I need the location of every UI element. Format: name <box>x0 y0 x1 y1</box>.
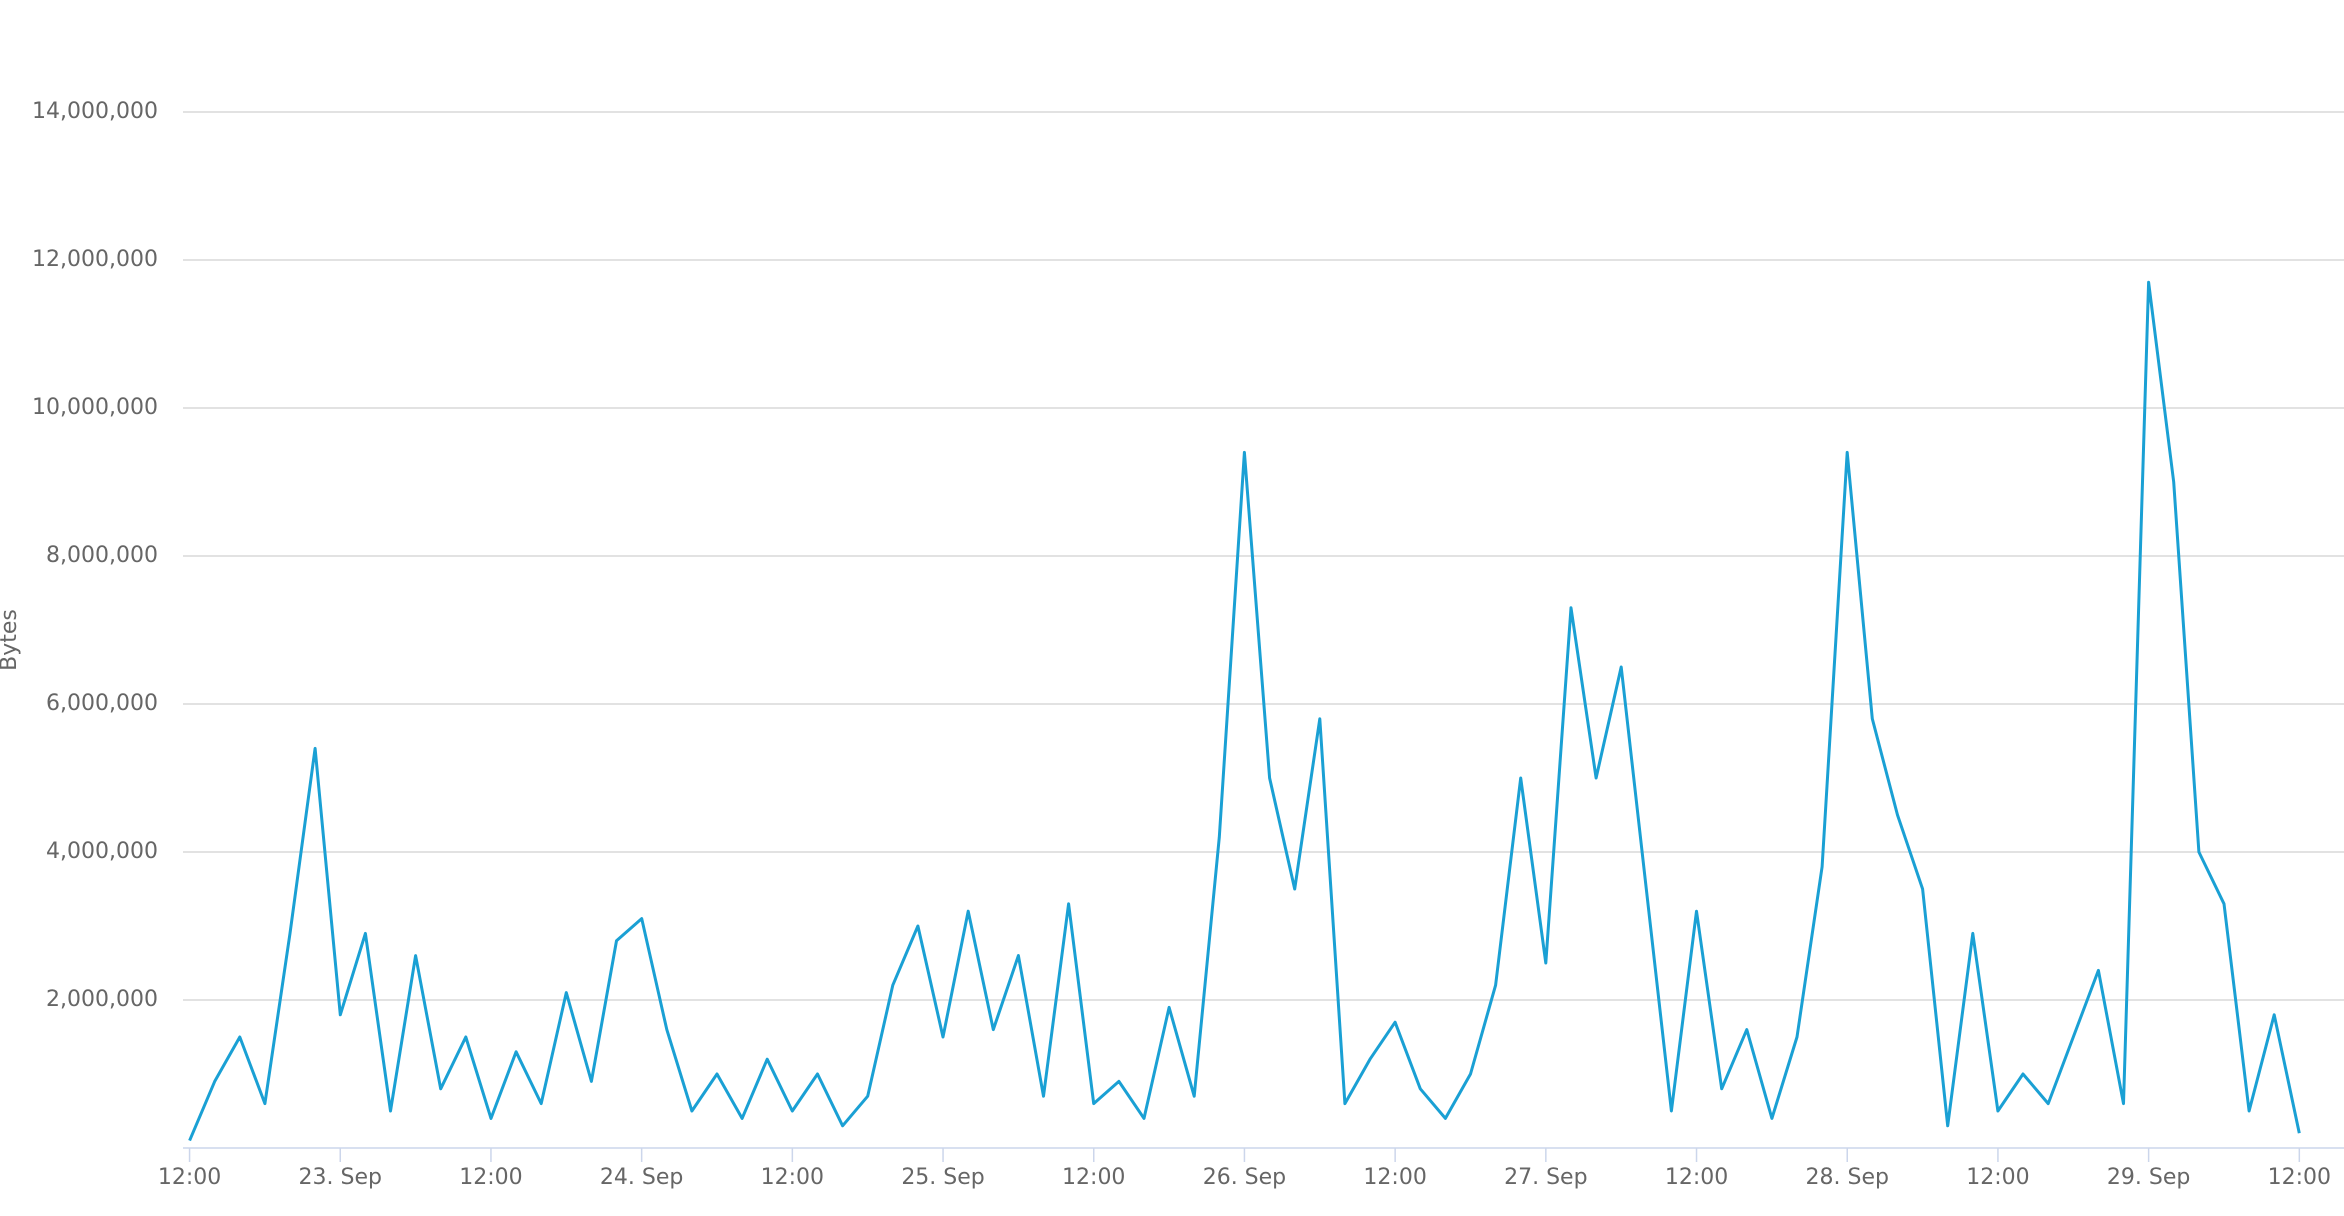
x-tick-label: 28. Sep <box>1806 1165 1889 1190</box>
x-tick-label: 27. Sep <box>1504 1165 1587 1190</box>
x-tick-label: 12:00 <box>459 1165 522 1190</box>
y-tick-label: 4,000,000 <box>46 839 158 864</box>
y-tick-label: 6,000,000 <box>46 691 158 716</box>
y-tick-label: 10,000,000 <box>32 395 158 420</box>
line-series <box>188 280 2301 1142</box>
x-tick-label: 12:00 <box>158 1165 221 1190</box>
y-tick-label: 2,000,000 <box>46 987 158 1012</box>
x-tick-label: 12:00 <box>761 1165 824 1190</box>
y-axis-label: Bytes <box>0 609 22 671</box>
x-tick-label: 25. Sep <box>901 1165 984 1190</box>
x-tick-label: 26. Sep <box>1203 1165 1286 1190</box>
x-tick-label: 23. Sep <box>299 1165 382 1190</box>
x-tick-label: 12:00 <box>1363 1165 1426 1190</box>
y-tick-label: 12,000,000 <box>32 247 158 272</box>
y-tick-label: 14,000,000 <box>32 99 158 124</box>
x-tick-label: 24. Sep <box>600 1165 683 1190</box>
x-tick-label: 12:00 <box>2268 1165 2331 1190</box>
x-tick-label: 29. Sep <box>2107 1165 2190 1190</box>
x-tick-label: 12:00 <box>1062 1165 1125 1190</box>
x-tick-label: 12:00 <box>1966 1165 2029 1190</box>
y-tick-label: 8,000,000 <box>46 543 158 568</box>
x-tick-label: 12:00 <box>1665 1165 1728 1190</box>
